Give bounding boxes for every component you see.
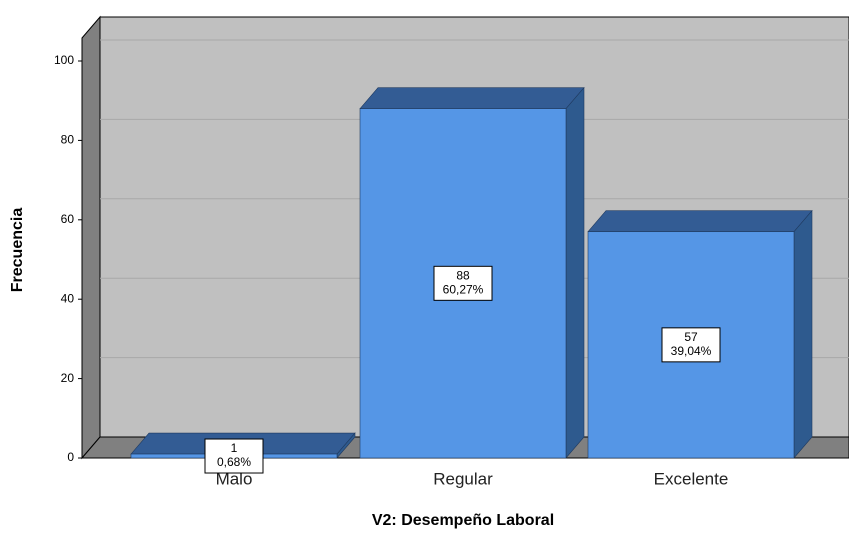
data-label-box	[204, 438, 264, 474]
data-label: 57	[684, 330, 698, 344]
bar-side	[793, 209, 813, 459]
data-label-box	[433, 265, 493, 301]
y-tick-label: 0	[67, 450, 74, 464]
data-label: 88	[456, 268, 470, 282]
y-axis-title: Frecuencia	[9, 208, 26, 293]
y-tick-label: 60	[61, 212, 75, 226]
x-axis-title: V2: Desempeño Laboral	[372, 512, 554, 529]
data-label-percent: 39,04%	[671, 344, 712, 358]
data-label: 1	[231, 441, 238, 455]
x-tick-label: Excelente	[654, 469, 729, 488]
data-label-percent: 60,27%	[443, 282, 484, 296]
side-wall	[81, 15, 101, 460]
y-tick-label: 100	[54, 53, 74, 67]
y-tick-label: 40	[61, 291, 75, 305]
data-label-box	[661, 327, 721, 363]
y-tick-label: 20	[61, 371, 75, 385]
bar-top	[587, 210, 813, 233]
bar-side	[565, 86, 585, 459]
bar-top	[359, 87, 585, 109]
data-label-percent: 0,68%	[217, 455, 251, 469]
x-tick-label: Malo	[216, 469, 253, 488]
x-tick-label: Regular	[433, 469, 493, 488]
y-tick-label: 80	[61, 133, 75, 147]
